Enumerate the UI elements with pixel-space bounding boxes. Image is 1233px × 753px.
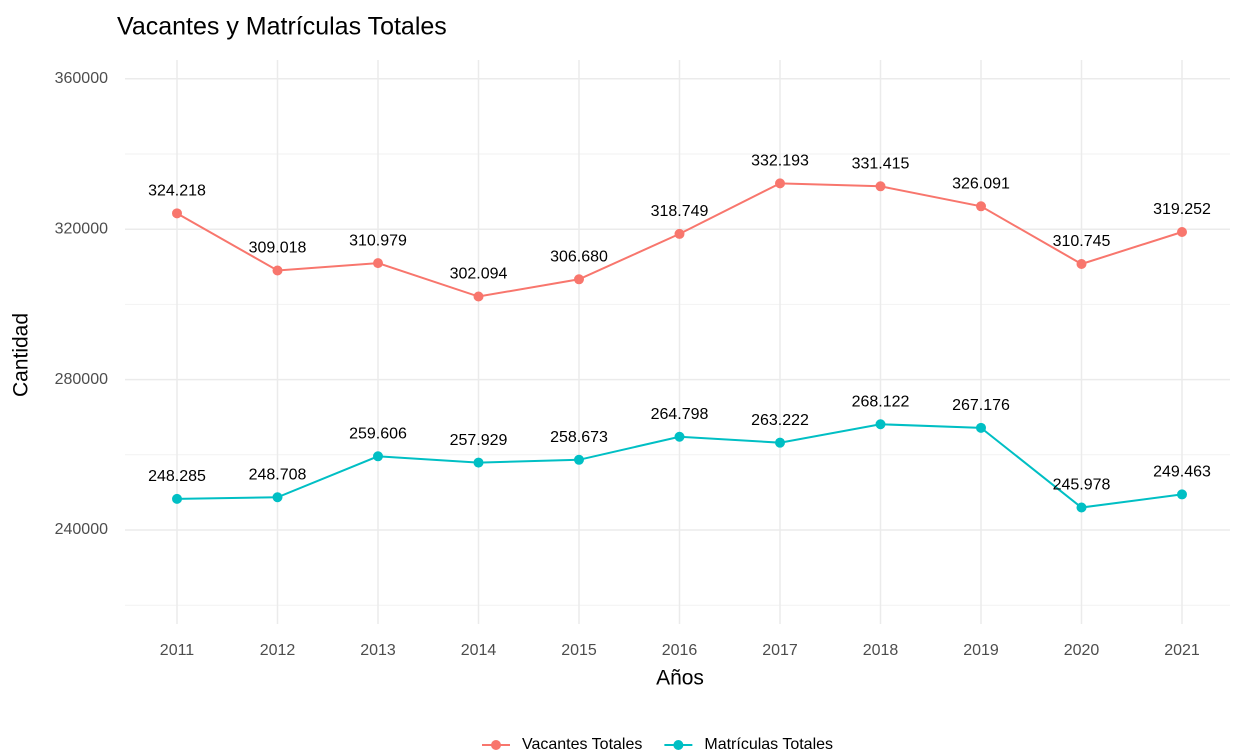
point	[172, 493, 182, 504]
point	[976, 201, 986, 212]
point	[373, 258, 383, 269]
point	[875, 181, 886, 192]
point	[1177, 227, 1187, 238]
point	[674, 228, 685, 239]
value-label: 326.091	[952, 176, 1010, 193]
y-tick-label: 240000	[55, 521, 108, 538]
point	[272, 492, 283, 503]
point	[473, 457, 484, 468]
value-label: 310.745	[1053, 233, 1111, 250]
point	[574, 454, 584, 465]
point	[976, 422, 986, 433]
x-tick-label: 2014	[461, 642, 497, 659]
y-tick-label: 280000	[55, 371, 108, 388]
point	[775, 437, 785, 448]
x-tick-label: 2021	[1164, 642, 1200, 659]
x-tick-label: 2012	[260, 642, 296, 659]
value-label: 332.193	[751, 153, 809, 170]
x-tick-label: 2016	[662, 642, 698, 659]
point	[674, 431, 685, 442]
value-label: 248.285	[148, 468, 206, 485]
point	[272, 265, 283, 276]
value-label: 310.979	[349, 232, 407, 249]
value-label: 324.218	[148, 183, 206, 200]
value-label: 264.798	[651, 406, 709, 423]
value-label: 259.606	[349, 426, 407, 443]
value-label: 248.708	[249, 466, 307, 483]
x-tick-label: 2020	[1064, 642, 1100, 659]
legend-label: Matrículas Totales	[704, 736, 833, 753]
value-label: 318.749	[651, 203, 709, 220]
value-label: 306.680	[550, 249, 608, 266]
point	[172, 208, 182, 219]
point	[875, 419, 886, 430]
x-axis-title: Años	[656, 667, 704, 690]
value-label: 263.222	[751, 412, 809, 429]
legend-label: Vacantes Totales	[522, 736, 642, 753]
y-tick-label: 360000	[55, 70, 108, 87]
value-label: 319.252	[1153, 201, 1211, 218]
x-tick-label: 2019	[963, 642, 999, 659]
x-tick-label: 2015	[561, 642, 597, 659]
legend-dot	[673, 740, 684, 750]
value-label: 245.978	[1053, 477, 1111, 494]
point	[1076, 258, 1087, 269]
value-label: 257.929	[450, 432, 508, 449]
x-tick-label: 2013	[360, 642, 396, 659]
x-tick-label: 2018	[863, 642, 899, 659]
y-tick-label: 320000	[55, 220, 108, 237]
value-label: 309.018	[249, 240, 307, 257]
point	[373, 451, 383, 462]
value-label: 302.094	[450, 266, 508, 283]
point	[1076, 502, 1087, 513]
value-label: 331.415	[852, 155, 910, 172]
x-tick-label: 2011	[160, 642, 195, 659]
point	[574, 274, 584, 285]
x-tick-label: 2017	[762, 642, 798, 659]
y-axis-title: Cantidad	[10, 313, 33, 397]
value-label: 267.176	[952, 397, 1010, 414]
chart-title: Vacantes y Matrículas Totales	[117, 13, 447, 41]
value-label: 258.673	[550, 429, 608, 446]
point	[1177, 489, 1187, 500]
legend-dot	[491, 740, 501, 750]
value-label: 268.122	[852, 393, 910, 410]
value-label: 249.463	[1153, 464, 1211, 481]
point	[473, 291, 484, 302]
point	[775, 178, 785, 189]
